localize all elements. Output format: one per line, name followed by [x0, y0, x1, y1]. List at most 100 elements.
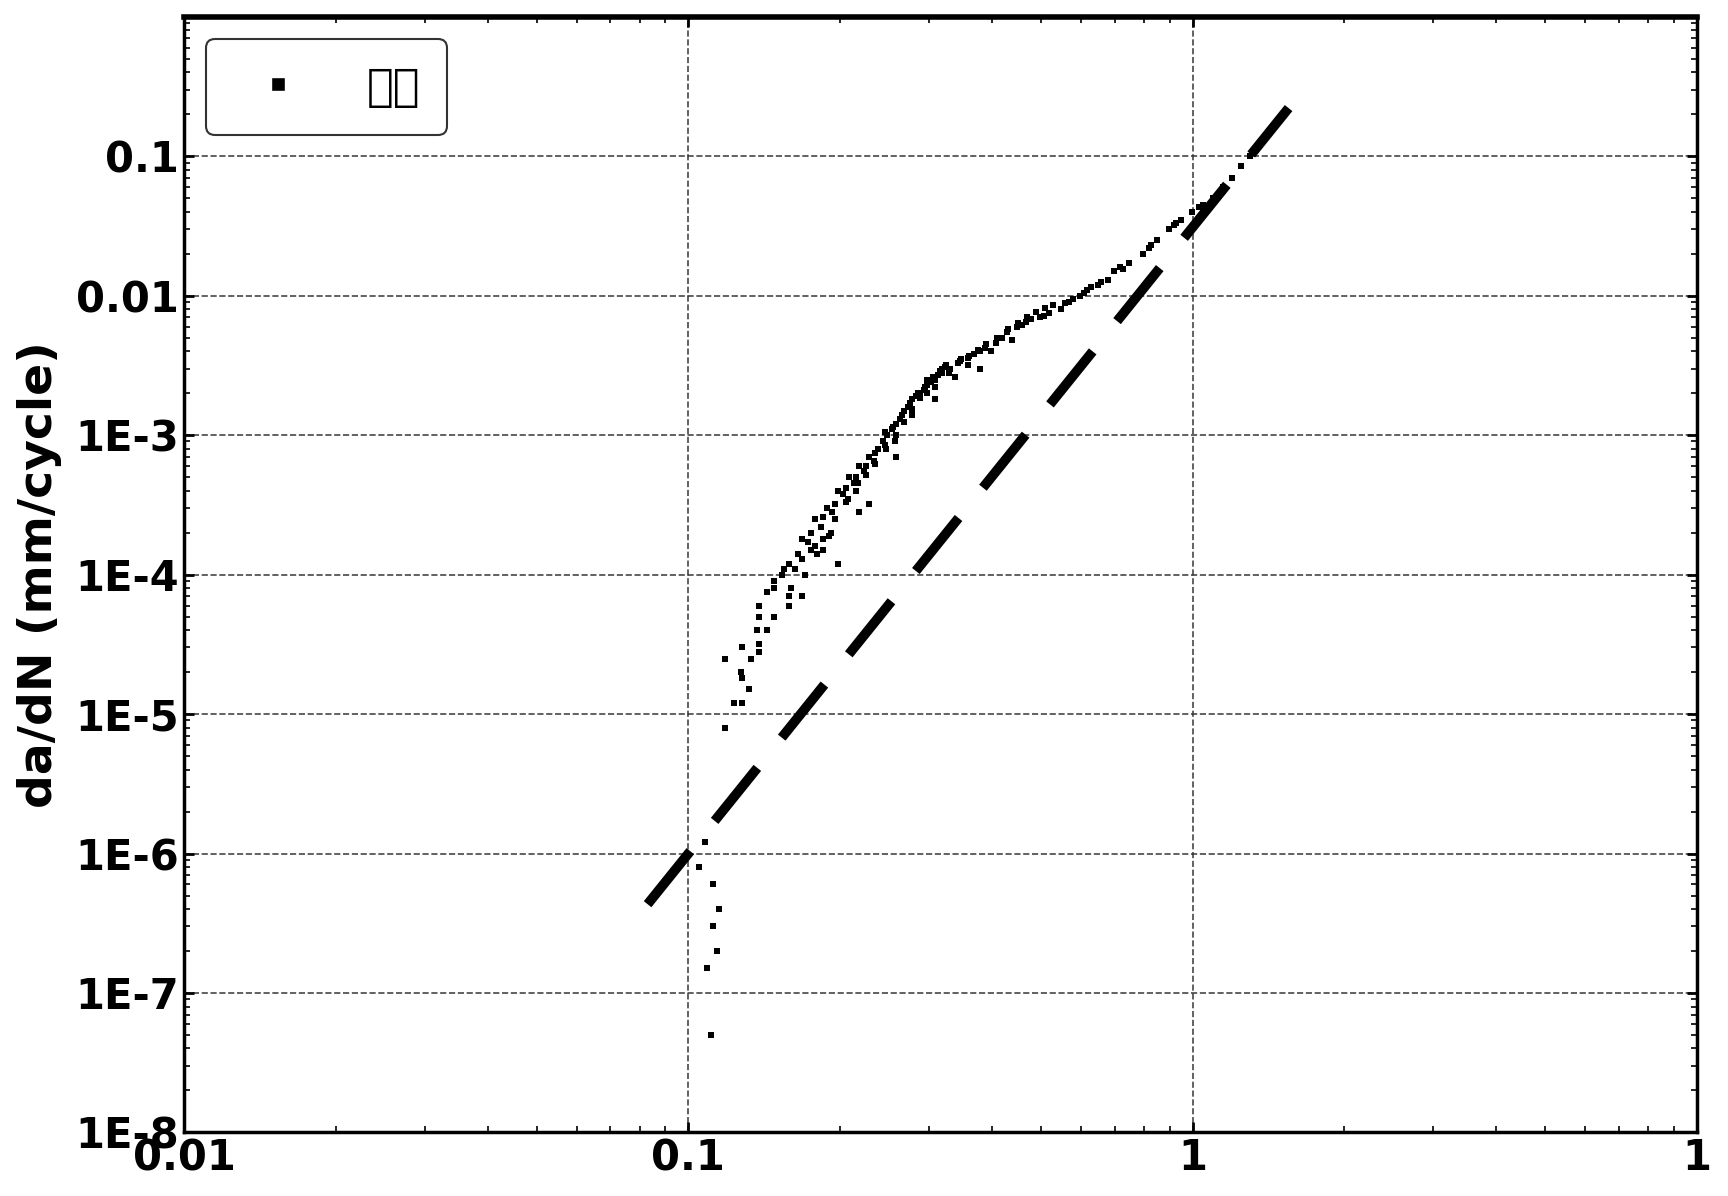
Point [926, 361, 954, 380]
Point [966, 359, 994, 378]
Point [919, 367, 947, 386]
Point [771, 560, 798, 579]
Point [921, 370, 949, 389]
Point [850, 462, 878, 481]
Point [804, 544, 831, 563]
Point [888, 405, 916, 425]
Point [1026, 307, 1054, 327]
Point [1236, 147, 1263, 166]
Point [788, 530, 816, 549]
Point [1163, 214, 1191, 233]
Point [954, 355, 982, 374]
Point [745, 596, 772, 615]
Point [785, 544, 812, 563]
Point [1166, 210, 1194, 230]
Point [1227, 157, 1255, 176]
Point [1159, 215, 1187, 234]
Point [862, 454, 890, 474]
Point [729, 669, 757, 688]
Point [895, 397, 923, 416]
Point [686, 858, 714, 877]
Point [795, 533, 823, 553]
Point [988, 328, 1016, 347]
Point [911, 378, 938, 397]
Point [855, 494, 883, 513]
Point [881, 447, 909, 466]
Point [966, 342, 994, 361]
Point [817, 523, 845, 542]
Point [710, 649, 738, 669]
Point [942, 367, 969, 386]
Point [855, 447, 883, 466]
Point [983, 334, 1011, 353]
Point [698, 1025, 726, 1044]
Point [921, 378, 949, 397]
Point [760, 572, 788, 591]
Point [931, 356, 959, 376]
Point [914, 370, 942, 389]
Point [829, 484, 857, 504]
Point [861, 452, 888, 471]
Point [959, 344, 987, 364]
Point [1004, 313, 1032, 332]
Point [869, 432, 897, 451]
Point [1077, 277, 1104, 297]
Point [738, 649, 766, 669]
Point [1018, 310, 1045, 329]
Point [924, 365, 952, 384]
Point [1218, 169, 1246, 188]
Point [852, 465, 880, 484]
Point [1054, 293, 1082, 312]
Point [1189, 195, 1217, 214]
Point [774, 596, 802, 615]
Point [880, 417, 907, 437]
Point [1135, 238, 1163, 257]
Point [760, 608, 788, 627]
Point [760, 579, 788, 598]
Point [852, 457, 880, 476]
Point [727, 663, 755, 682]
Point [964, 340, 992, 359]
Point [821, 509, 848, 529]
Y-axis label: da/dN (mm/cycle): da/dN (mm/cycle) [17, 341, 62, 808]
Point [807, 517, 835, 536]
Point [800, 537, 828, 556]
Point [693, 959, 721, 978]
Point [791, 565, 819, 584]
Point [745, 608, 772, 627]
Point [842, 468, 869, 487]
Point [933, 355, 961, 374]
Point [899, 405, 926, 425]
Point [1210, 177, 1237, 196]
Point [1178, 202, 1206, 221]
Point [871, 435, 899, 454]
Point [1032, 298, 1059, 317]
Point [1199, 189, 1227, 208]
Point [1007, 315, 1035, 334]
Point [812, 499, 840, 518]
Point [918, 372, 945, 391]
Point [899, 390, 926, 409]
Point [835, 489, 862, 508]
Point [878, 420, 905, 439]
Point [1156, 220, 1184, 239]
Point [831, 493, 859, 512]
Point [845, 474, 873, 493]
Point [1023, 303, 1051, 322]
Point [745, 642, 772, 661]
Point [1142, 231, 1170, 250]
Point [797, 523, 824, 542]
Point [983, 328, 1011, 347]
Point [928, 359, 956, 378]
Point [886, 410, 914, 429]
Point [842, 481, 869, 500]
Point [928, 364, 956, 383]
Point [700, 917, 727, 936]
Point [899, 399, 926, 419]
Point [994, 322, 1021, 341]
Point [1087, 273, 1115, 292]
Point [729, 694, 757, 713]
Point [778, 579, 805, 598]
Point [1083, 275, 1111, 294]
Point [1059, 289, 1087, 309]
